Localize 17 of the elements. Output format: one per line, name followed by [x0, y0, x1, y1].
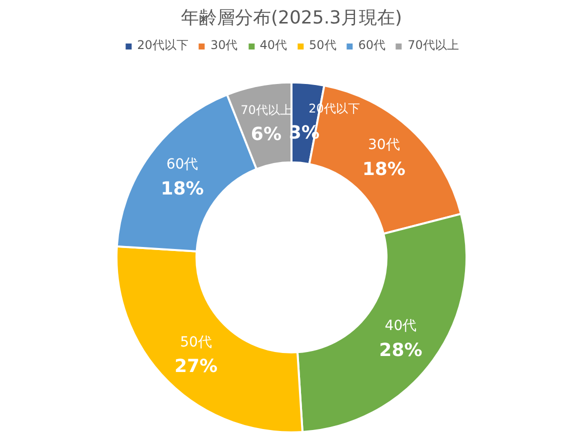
- legend-label: 30代: [210, 37, 238, 54]
- legend-label: 20代以下: [137, 37, 188, 54]
- data-label: 27%: [174, 356, 218, 378]
- legend-label: 50代: [309, 37, 336, 54]
- slice-label: 30代: [368, 137, 400, 154]
- data-label: 28%: [379, 340, 422, 361]
- data-label: 18%: [362, 158, 406, 180]
- data-label: 18%: [160, 178, 204, 200]
- slice-label: 70代以上: [240, 103, 292, 118]
- legend-label: 70代以上: [408, 37, 459, 54]
- legend-label: 60代: [358, 37, 386, 54]
- slice-label: 40代: [384, 318, 417, 334]
- slice-label: 60代: [166, 156, 198, 172]
- data-label: 6%: [250, 124, 282, 146]
- chart-title: 年齢層分布(2025.3月現在): [180, 8, 402, 28]
- slice-label: 50代: [180, 334, 212, 350]
- legend-label: 40代: [260, 37, 287, 54]
